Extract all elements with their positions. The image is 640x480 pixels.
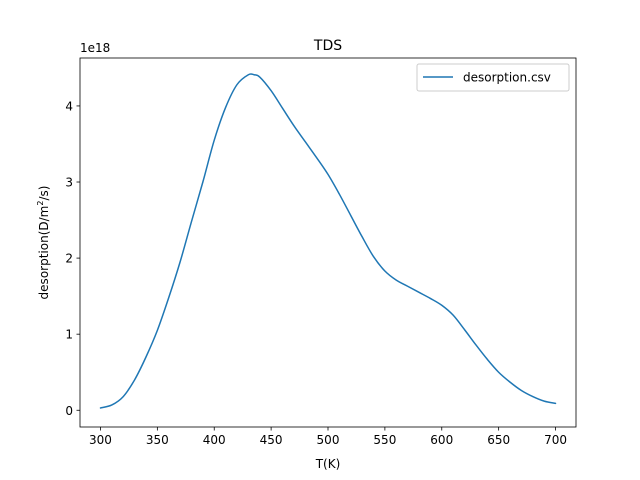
y-tick-label: 0 [65, 404, 73, 418]
x-axis-label: T(K) [315, 457, 341, 471]
x-ticks: 300 350 400 450 500 550 600 650 700 [89, 427, 567, 447]
x-tick-label: 650 [487, 433, 510, 447]
x-tick-label: 300 [89, 433, 112, 447]
x-tick-label: 550 [373, 433, 396, 447]
y-axis-label-superscript: 2 [36, 201, 45, 206]
series-layer [99, 73, 557, 409]
chart-title: TDS [313, 38, 342, 54]
y-offset-label: 1e18 [80, 41, 110, 55]
y-tick-label: 2 [65, 252, 73, 266]
x-tick-label: 400 [203, 433, 226, 447]
plot-area [80, 58, 576, 427]
x-tick-label: 450 [260, 433, 283, 447]
series-line-desorption-csv [99, 73, 557, 409]
y-tick-label: 3 [65, 176, 73, 190]
legend-label-desorption-csv: desorption.csv [463, 71, 551, 85]
y-tick-label: 1 [65, 328, 73, 342]
x-tick-label: 500 [317, 433, 340, 447]
x-tick-label: 700 [544, 433, 567, 447]
plot-frame [79, 57, 577, 428]
y-axis-label-tail: /s) [37, 186, 51, 201]
y-ticks: 0 1 2 3 4 [65, 99, 80, 418]
y-axis-label-base: desorption(D/m [37, 206, 51, 300]
legend: desorption.csv [416, 63, 570, 92]
y-axis-label: desorption(D/m2/s) [36, 186, 51, 300]
x-tick-label: 350 [146, 433, 169, 447]
legend-box [416, 63, 570, 92]
x-tick-label: 600 [430, 433, 453, 447]
y-tick-label: 4 [65, 99, 73, 113]
